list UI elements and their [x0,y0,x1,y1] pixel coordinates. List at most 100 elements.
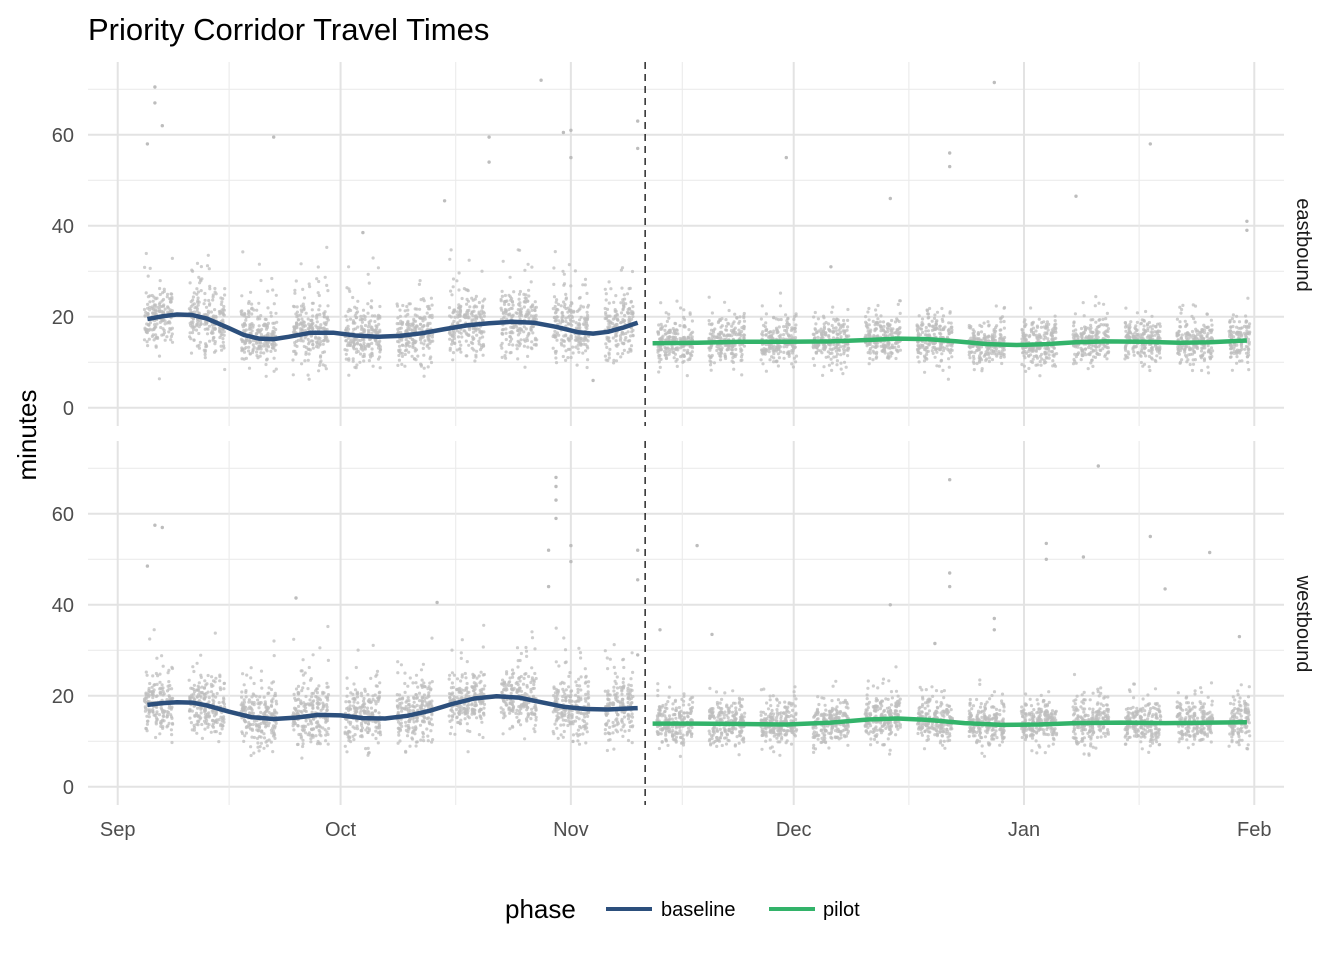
data-point [826,355,831,359]
data-point [839,367,843,371]
data-point [883,349,887,353]
data-point [1206,350,1210,354]
data-point [784,155,788,160]
data-point [1050,333,1054,338]
data-point [1042,337,1046,341]
data-point [893,331,898,335]
data-point [778,304,783,308]
data-point [247,698,251,702]
data-point [674,347,678,351]
data-point [269,311,273,315]
y-tick-label: 40 [52,216,74,238]
data-point [827,363,832,367]
data-point [727,322,731,326]
data-point [882,324,886,328]
data-point [1240,359,1244,363]
data-point [524,327,528,331]
data-point [1247,347,1251,351]
data-point [515,343,519,347]
data-point [351,359,355,363]
y-tick-label: 60 [52,125,74,147]
data-point [614,339,618,343]
data-point [708,359,712,363]
data-point [351,357,355,361]
data-point [142,307,147,312]
data-point [1042,320,1046,324]
data-point [146,344,150,348]
data-point [993,329,998,333]
data-point [759,358,763,362]
data-point [1034,329,1038,333]
data-point [247,711,252,715]
data-point [397,358,401,362]
data-point [631,333,635,337]
data-point [158,732,162,736]
data-point [410,354,414,358]
data-point [325,283,329,287]
data-point [971,360,976,364]
data-point [1158,329,1162,334]
data-point [626,350,630,354]
data-point [366,325,370,329]
data-point [412,319,416,323]
data-point [377,322,381,326]
data-point [527,316,531,320]
data-point [316,265,320,269]
data-point [242,718,246,722]
data-point [1043,350,1047,354]
data-point [738,315,742,319]
data-point [1042,333,1046,337]
data-point [842,318,846,323]
data-point [430,316,434,320]
data-point [939,346,943,350]
data-point [988,356,992,360]
data-point [260,327,264,331]
data-point [573,269,578,273]
data-point [240,294,244,298]
data-point [719,337,723,341]
data-point [426,343,430,347]
data-point [763,325,767,329]
data-point [319,339,323,344]
data-point [1054,330,1058,334]
data-point [507,293,511,297]
data-point [356,338,360,342]
data-point [187,307,191,311]
data-point [455,329,459,333]
data-point [452,319,456,323]
data-point [504,350,508,354]
data-point [197,318,201,322]
data-point [344,338,348,343]
data-point [950,325,954,329]
data-point [147,337,151,341]
data-point [213,308,217,312]
data-point [218,731,222,736]
data-point [264,317,268,322]
data-point [656,332,661,336]
data-point [668,350,672,354]
data-point [170,297,174,301]
data-point [1135,311,1139,315]
data-point [457,288,461,292]
data-point [207,298,211,303]
data-point [603,287,607,291]
data-point [948,343,952,347]
data-point [970,350,974,354]
data-point [841,329,845,333]
data-point [240,707,244,711]
data-point [1247,332,1251,336]
data-point [629,344,634,348]
data-point [576,343,580,347]
data-point [1079,358,1083,362]
data-point [249,666,253,670]
data-point [915,327,919,331]
data-point [192,338,196,342]
data-point [307,282,311,286]
data-point [192,291,196,295]
data-point [188,716,192,720]
data-point [447,306,452,310]
data-point [682,325,686,329]
data-point [145,330,149,334]
data-point [370,347,374,351]
data-point [244,318,248,322]
